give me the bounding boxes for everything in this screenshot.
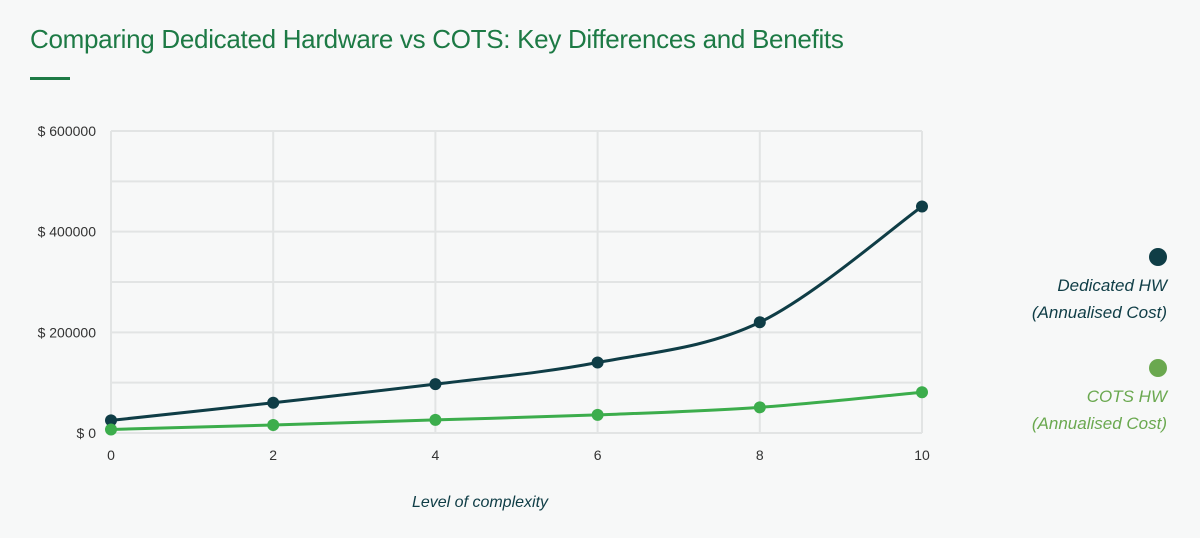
legend-sublabel-dedicated: (Annualised Cost)	[1031, 303, 1167, 322]
data-point-cots	[591, 408, 604, 421]
data-point-cots	[429, 413, 442, 426]
legend-sublabel-cots: (Annualised Cost)	[1031, 414, 1167, 433]
data-point-cots	[753, 401, 766, 414]
legend-item-cots: COTS HW (Annualised Cost)	[1032, 383, 1167, 437]
y-tick-label: $ 200000	[38, 324, 97, 340]
legend-dot-cots	[1149, 359, 1167, 377]
data-point-dedicated	[591, 356, 604, 369]
legend-label-cots: COTS HW	[1086, 387, 1167, 406]
x-tick-label: 4	[432, 447, 440, 463]
data-point-cots	[267, 418, 280, 431]
title-underline	[30, 77, 70, 80]
data-point-dedicated	[267, 396, 280, 409]
data-point-dedicated	[429, 378, 442, 391]
legend-item-dedicated: Dedicated HW (Annualised Cost)	[1032, 272, 1167, 326]
x-tick-label: 10	[914, 447, 930, 463]
data-point-dedicated	[753, 316, 766, 329]
legend-label-dedicated: Dedicated HW	[1057, 276, 1167, 295]
series-line-dedicated	[110, 205, 923, 422]
series-line-cots	[110, 390, 923, 431]
x-axis-label: Level of complexity	[412, 494, 549, 511]
data-point-cots	[916, 386, 928, 399]
data-point-dedicated	[916, 200, 928, 213]
y-tick-label: $ 0	[77, 425, 97, 441]
data-point-cots	[105, 423, 117, 436]
x-tick-label: 8	[756, 447, 764, 463]
chart-title: Comparing Dedicated Hardware vs COTS: Ke…	[30, 24, 844, 54]
data-point-dedicated	[105, 414, 117, 427]
y-tick-label: $ 400000	[38, 224, 97, 240]
y-tick-label: $ 600000	[38, 123, 97, 139]
legend-dot-dedicated	[1149, 248, 1167, 266]
x-tick-label: 2	[269, 447, 277, 463]
x-tick-label: 0	[107, 447, 115, 463]
x-tick-label: 6	[594, 447, 602, 463]
